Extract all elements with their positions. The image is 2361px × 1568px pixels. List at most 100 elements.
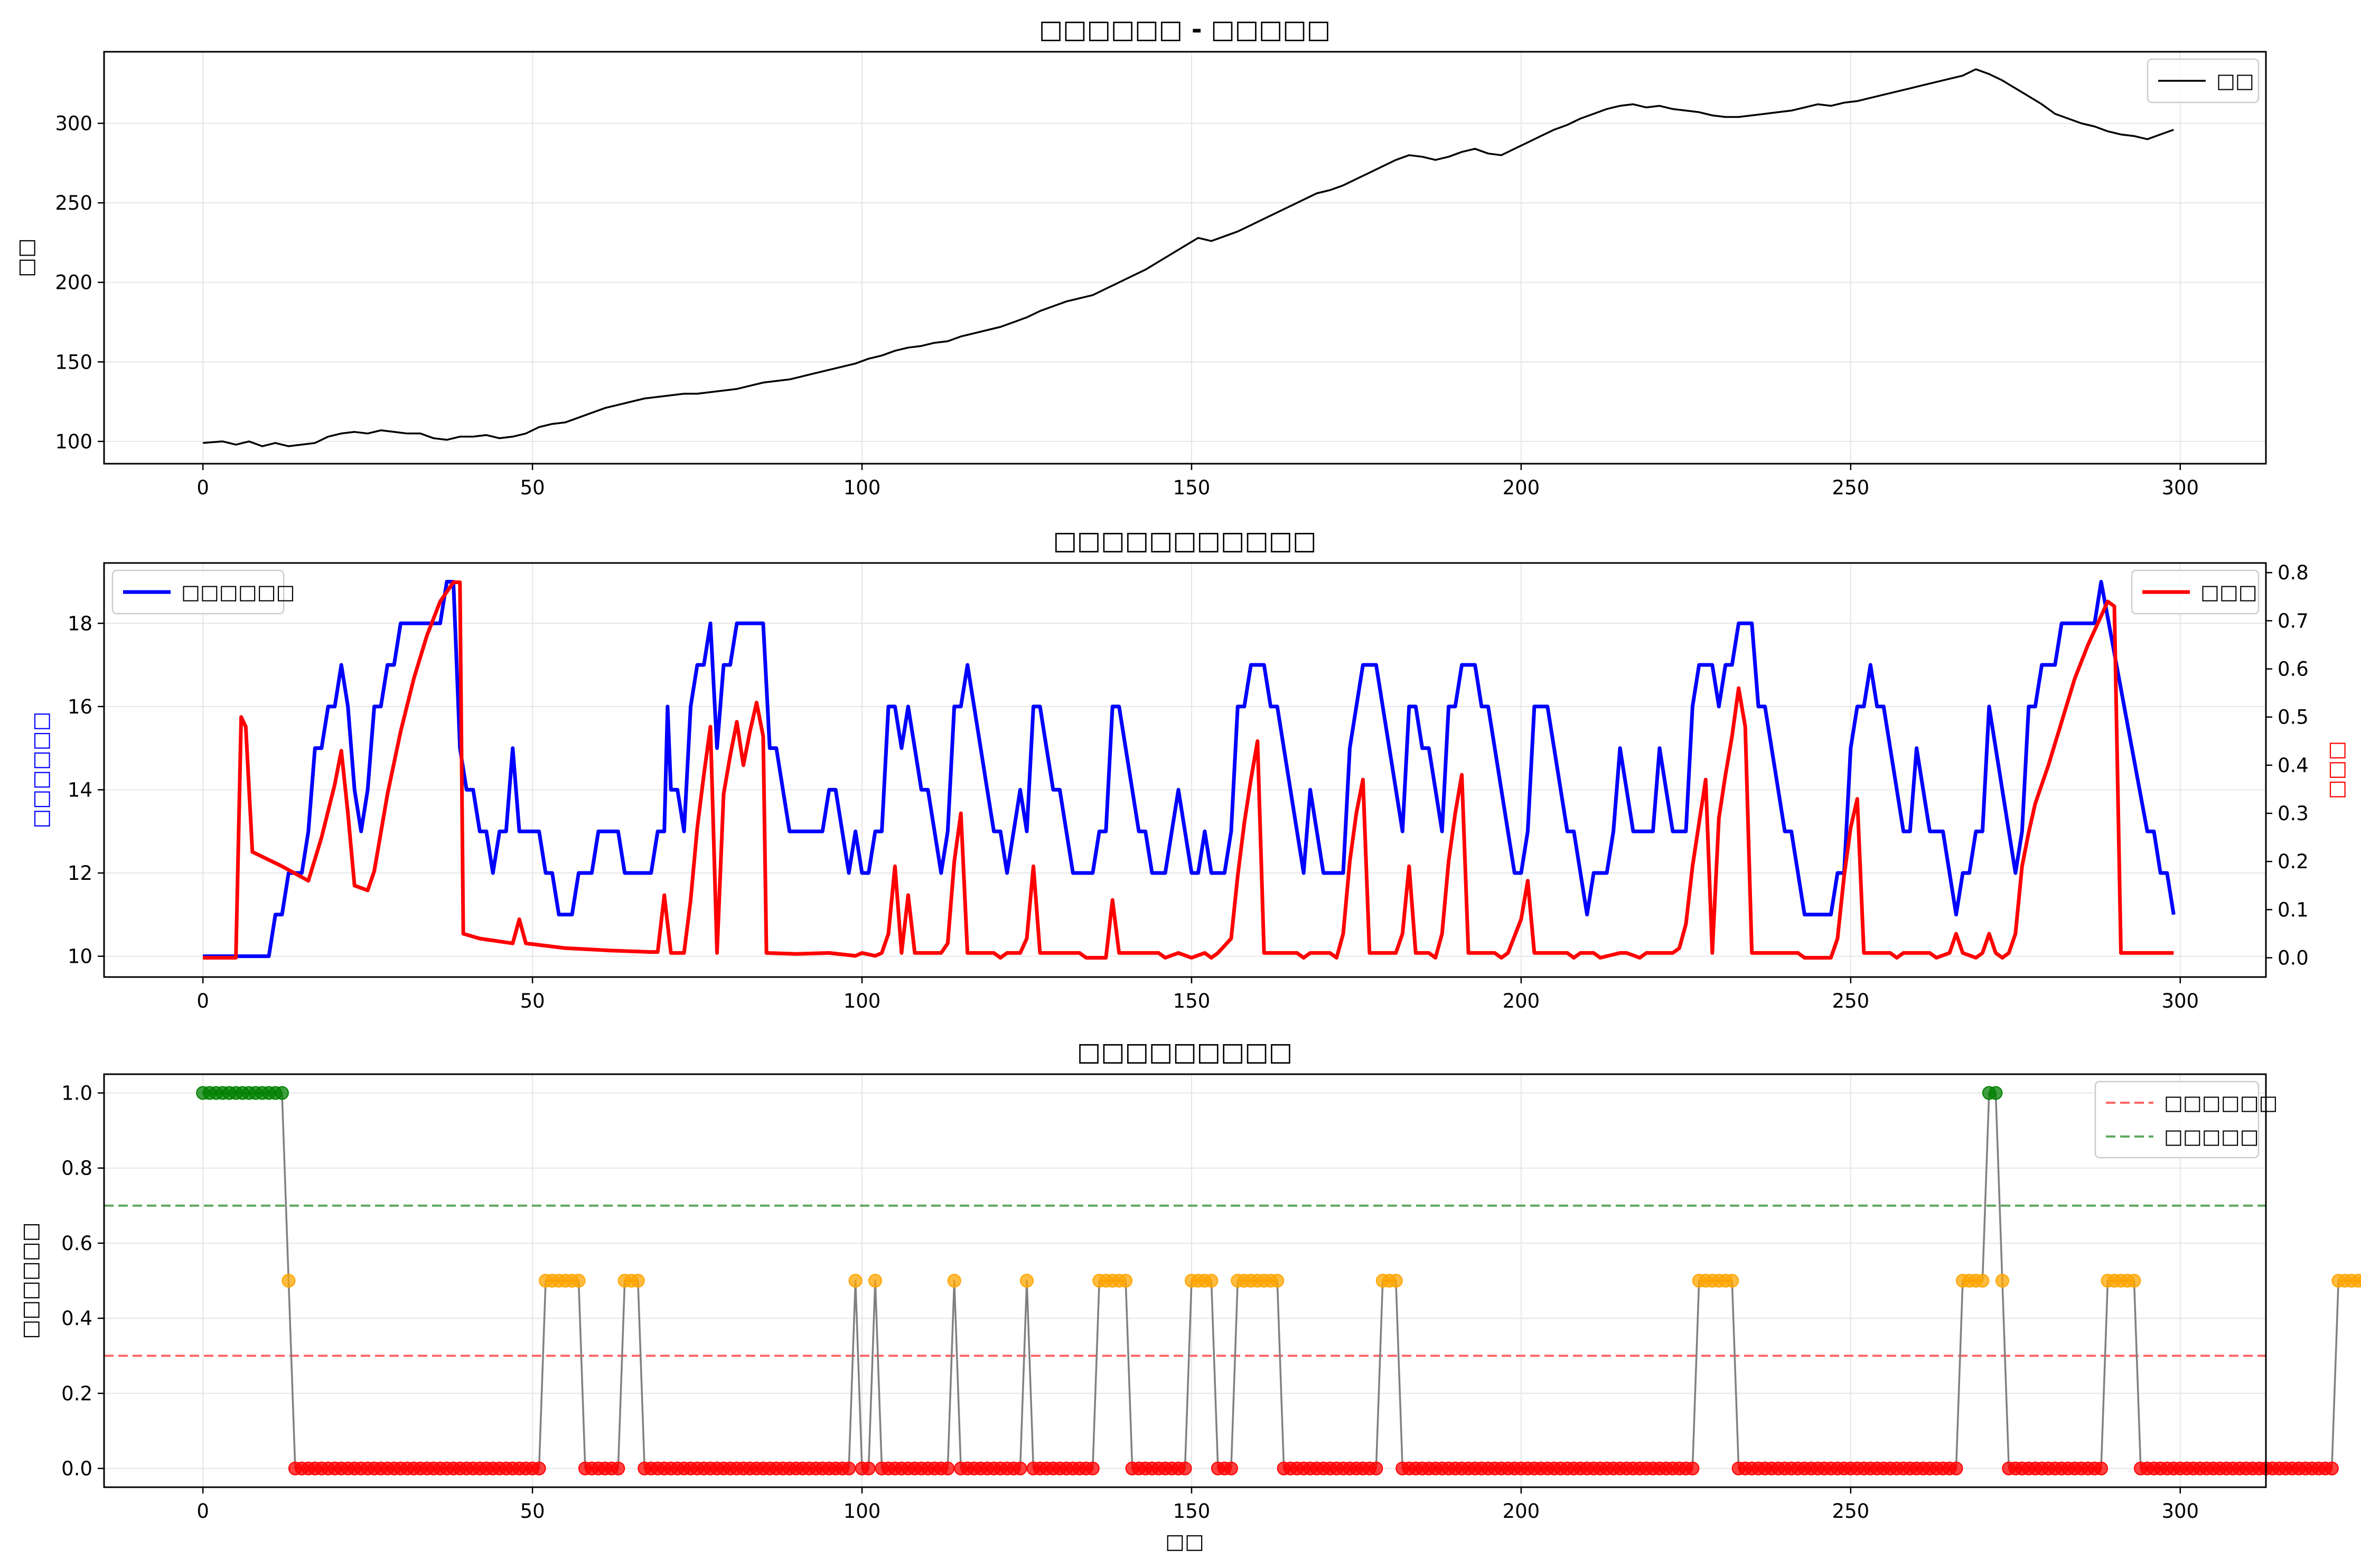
signal-point — [1204, 1274, 1219, 1288]
signal-point — [1995, 1274, 2009, 1288]
signal-legend-buy-label: □□□□□ — [2164, 1125, 2259, 1148]
signal-legend-box — [2094, 1081, 2260, 1159]
indicator-y-right-tick-label: 0.3 — [2278, 802, 2309, 825]
signal-point — [2127, 1274, 2141, 1288]
indicator-title: □□□□□□□□□□□ — [1053, 526, 1317, 556]
indicator-y-right-tick-label: 0.0 — [2278, 947, 2309, 970]
signal-panel: 0 50 100 150 200 250 300 0.0 0.2 0.4 0.6 0.8 1.0 □□… — [18, 1037, 2361, 1554]
price-x-tick-label: 300 — [2161, 476, 2199, 499]
signal-point — [842, 1461, 856, 1476]
signal-point — [1270, 1274, 1285, 1288]
price-x-tick-label: 150 — [1173, 476, 1211, 499]
price-grid — [104, 52, 2266, 464]
price-y-tick-label: 300 — [55, 112, 92, 135]
signal-threshold-lines — [104, 1204, 2266, 1357]
signal-y-tick-label: 0.6 — [61, 1232, 92, 1255]
indicator-y-tick-label: 12 — [68, 862, 92, 885]
signal-point — [848, 1274, 863, 1288]
indicator-y-ticks-left: 10 12 14 16 18 — [68, 612, 104, 968]
price-title: □□□□□□ - □□□□□ — [1039, 15, 1331, 44]
signal-point — [532, 1461, 546, 1476]
indicator-y-right-tick-label: 0.5 — [2278, 706, 2309, 729]
indicator-ylabel-right: □□□ — [2325, 741, 2348, 800]
price-x-ticks: 0 50 100 150 200 250 300 — [196, 464, 2199, 499]
indicator-x-tick-label: 200 — [1503, 990, 1540, 1012]
indicator-legend-left: □□□□□□ — [111, 569, 295, 615]
signal-y-tick-label: 0.8 — [61, 1157, 92, 1180]
signal-title: □□□□□□□□□ — [1077, 1037, 1292, 1067]
indicator-legend-left-label: □□□□□□ — [181, 580, 295, 604]
indicator-y-right-tick-label: 0.8 — [2278, 561, 2309, 584]
signal-point — [868, 1274, 882, 1288]
signal-point — [1989, 1086, 2003, 1100]
signal-point — [2094, 1461, 2108, 1476]
signal-point — [1725, 1274, 1739, 1288]
signal-y-ticks: 0.0 0.2 0.4 0.6 0.8 1.0 — [61, 1082, 104, 1480]
signal-point — [2325, 1461, 2339, 1476]
signal-point — [275, 1086, 289, 1100]
indicator-legend-left-box — [111, 569, 285, 615]
indicator-x-tick-label: 300 — [2161, 990, 2199, 1012]
signal-x-tick-label: 250 — [1832, 1500, 1870, 1523]
indicator-grid — [104, 563, 2266, 977]
indicator-x-tick-label: 250 — [1832, 990, 1870, 1012]
signal-x-tick-label: 100 — [844, 1500, 881, 1523]
price-ylabel: □□ — [14, 238, 38, 277]
signal-point — [1949, 1461, 1963, 1476]
signal-point — [1085, 1461, 1100, 1476]
indicator-x-tick-label: 50 — [520, 990, 545, 1012]
signal-point — [571, 1274, 586, 1288]
signal-x-tick-label: 150 — [1173, 1500, 1211, 1523]
signal-y-tick-label: 0.0 — [61, 1457, 92, 1480]
signal-xlabel: □□ — [1165, 1530, 1204, 1554]
indicator-y-right-tick-label: 0.2 — [2278, 850, 2309, 873]
price-y-ticks: 100 150 200 250 300 — [55, 112, 104, 453]
price-y-tick-label: 200 — [55, 271, 92, 294]
signal-legend-sell-label: □□□□□□ — [2164, 1091, 2278, 1114]
signal-point — [1178, 1461, 1192, 1476]
signal-point — [1389, 1274, 1403, 1288]
signal-point — [1020, 1274, 1034, 1288]
signal-point — [1369, 1461, 1383, 1476]
signal-point — [861, 1461, 876, 1476]
price-line — [203, 68, 2174, 447]
signal-point — [1119, 1274, 1133, 1288]
indicator-y-right-tick-label: 0.4 — [2278, 754, 2309, 777]
price-y-tick-label: 250 — [55, 192, 92, 214]
signal-point — [1013, 1461, 1027, 1476]
price-plot-frame — [103, 51, 2267, 465]
indicator-ylabel-left: □□□□□□ — [29, 711, 53, 828]
signal-y-tick-label: 0.4 — [61, 1307, 92, 1330]
signal-x-ticks: 0 50 100 150 200 250 300 — [196, 1487, 2199, 1523]
indicator-y-tick-label: 18 — [68, 612, 92, 635]
price-legend: □□ — [2147, 58, 2260, 104]
signal-point — [611, 1461, 625, 1476]
signal-point — [631, 1274, 645, 1288]
indicator-x-tick-label: 150 — [1173, 990, 1211, 1012]
price-y-tick-label: 100 — [55, 430, 92, 453]
indicator-x-tick-label: 0 — [196, 990, 209, 1012]
signal-points — [196, 1086, 2361, 1476]
indicator-right-series-line — [203, 580, 2174, 960]
price-x-tick-label: 250 — [1832, 476, 1870, 499]
price-x-tick-label: 0 — [196, 476, 209, 499]
signal-point — [941, 1461, 955, 1476]
signal-point — [1685, 1461, 1700, 1476]
indicator-y-tick-label: 16 — [68, 696, 92, 718]
signal-y-tick-label: 1.0 — [61, 1082, 92, 1105]
signal-point — [1975, 1274, 1990, 1288]
signal-point — [1224, 1461, 1238, 1476]
indicator-x-ticks: 0 50 100 150 200 250 300 — [196, 977, 2199, 1012]
indicator-y-tick-label: 10 — [68, 945, 92, 968]
signal-point — [947, 1274, 961, 1288]
indicator-x-tick-label: 100 — [844, 990, 881, 1012]
signal-x-tick-label: 200 — [1503, 1500, 1540, 1523]
signal-y-tick-label: 0.2 — [61, 1382, 92, 1405]
signal-point — [2358, 1275, 2361, 1287]
signal-legend: □□□□□□ □□□□□ — [2094, 1081, 2278, 1159]
indicator-legend-right-label: □□□ — [2200, 580, 2257, 604]
indicator-legend-right-box — [2131, 569, 2260, 615]
